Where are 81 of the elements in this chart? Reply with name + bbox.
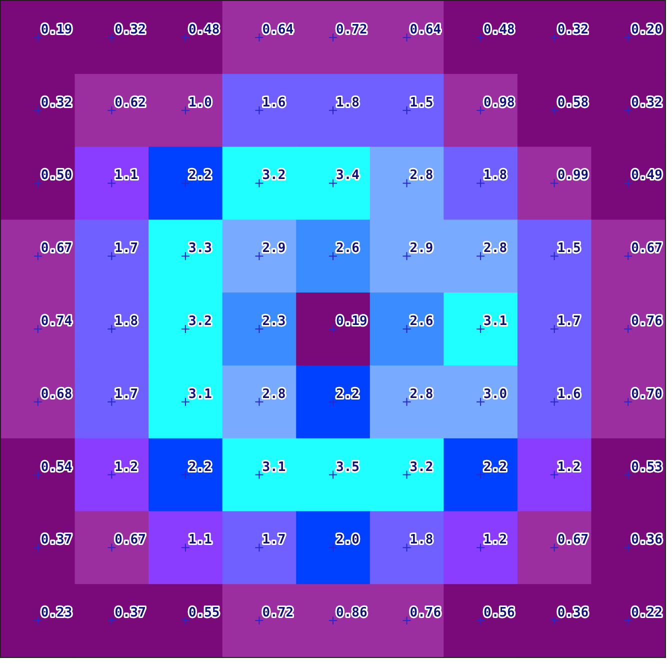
data-label: 0.48 xyxy=(484,22,516,38)
data-label: 0.86 xyxy=(336,606,368,621)
data-label: 1.2 xyxy=(484,532,508,548)
data-label: 0.32 xyxy=(557,22,589,38)
data-label: 1.8 xyxy=(114,314,138,329)
data-label: 0.64 xyxy=(410,22,442,38)
data-label: 1.7 xyxy=(557,314,581,329)
data-label: 0.36 xyxy=(557,606,589,621)
data-label: 1.8 xyxy=(410,532,434,548)
data-label: 0.48 xyxy=(188,22,220,38)
data-label: 0.19 xyxy=(40,22,72,38)
data-label: 2.2 xyxy=(188,460,212,475)
data-label: 1.1 xyxy=(188,532,212,548)
data-label: 1.6 xyxy=(262,95,286,110)
data-label: 1.6 xyxy=(557,386,581,402)
data-label: 0.37 xyxy=(40,532,72,548)
data-label: 0.62 xyxy=(114,95,146,110)
data-label: 0.19 xyxy=(336,314,368,329)
data-label: 2.8 xyxy=(410,168,434,184)
data-label: 0.70 xyxy=(631,386,663,402)
data-label: 0.68 xyxy=(40,386,72,402)
data-label: 2.8 xyxy=(262,386,286,402)
data-label: 0.98 xyxy=(484,95,516,110)
data-label: 3.2 xyxy=(262,168,286,184)
data-label: 3.1 xyxy=(188,386,212,402)
data-label: 1.5 xyxy=(557,241,581,256)
data-label: 0.32 xyxy=(631,95,662,110)
data-label: 2.9 xyxy=(262,241,286,256)
data-label: 0.54 xyxy=(40,460,72,475)
data-label: 0.36 xyxy=(631,532,663,548)
data-label: 0.67 xyxy=(557,532,589,548)
data-label: 3.3 xyxy=(188,241,212,256)
data-label: 0.67 xyxy=(631,241,662,256)
data-label: 3.1 xyxy=(484,314,508,329)
data-label: 2.0 xyxy=(336,532,360,548)
data-label: 3.2 xyxy=(410,460,434,475)
data-label: 2.2 xyxy=(188,168,212,184)
data-label: 0.67 xyxy=(40,241,72,256)
data-label: 1.2 xyxy=(114,460,138,475)
data-label: 0.99 xyxy=(557,168,589,184)
data-label: 0.72 xyxy=(336,22,368,38)
data-label: 0.20 xyxy=(631,22,663,38)
data-label: 2.3 xyxy=(262,314,286,329)
data-label: 1.5 xyxy=(410,95,434,110)
data-label: 0.64 xyxy=(262,22,294,38)
data-label: 0.32 xyxy=(114,22,146,38)
data-label: 1.1 xyxy=(114,168,138,184)
data-label: 2.6 xyxy=(336,241,360,256)
data-label: 1.2 xyxy=(557,460,581,475)
data-label: 1.8 xyxy=(336,95,360,110)
data-label: 0.58 xyxy=(557,95,589,110)
data-label: 3.0 xyxy=(484,386,508,402)
data-label: 0.37 xyxy=(114,606,146,621)
data-label: 0.56 xyxy=(484,606,516,621)
data-label: 0.32 xyxy=(40,95,72,110)
data-label: 2.2 xyxy=(484,460,508,475)
data-label: 2.2 xyxy=(336,386,360,402)
data-label: 0.76 xyxy=(631,314,663,329)
data-label: 1.8 xyxy=(484,168,508,184)
data-label: 0.49 xyxy=(631,168,662,184)
data-label: 1.7 xyxy=(262,532,286,548)
data-label: 0.53 xyxy=(631,460,662,475)
data-label: 0.23 xyxy=(40,606,72,621)
data-label: 0.55 xyxy=(188,606,220,621)
data-label: 3.1 xyxy=(262,460,286,475)
data-label: 0.67 xyxy=(114,532,146,548)
data-label: 1.7 xyxy=(114,241,138,256)
data-label: 3.2 xyxy=(188,314,212,329)
data-label: 3.5 xyxy=(336,460,360,475)
data-label: 2.6 xyxy=(410,314,434,329)
data-label: 2.8 xyxy=(410,386,434,402)
data-label: 0.76 xyxy=(410,606,442,621)
data-label: 0.50 xyxy=(40,168,72,184)
data-label: 0.72 xyxy=(262,606,294,621)
data-label: 3.4 xyxy=(336,168,360,184)
data-label: 2.8 xyxy=(484,241,508,256)
data-label: 1.7 xyxy=(114,386,138,402)
data-label: 0.22 xyxy=(631,606,662,621)
data-label: 2.9 xyxy=(410,241,434,256)
data-label: 0.74 xyxy=(40,314,72,329)
data-label: 1.0 xyxy=(188,95,212,110)
